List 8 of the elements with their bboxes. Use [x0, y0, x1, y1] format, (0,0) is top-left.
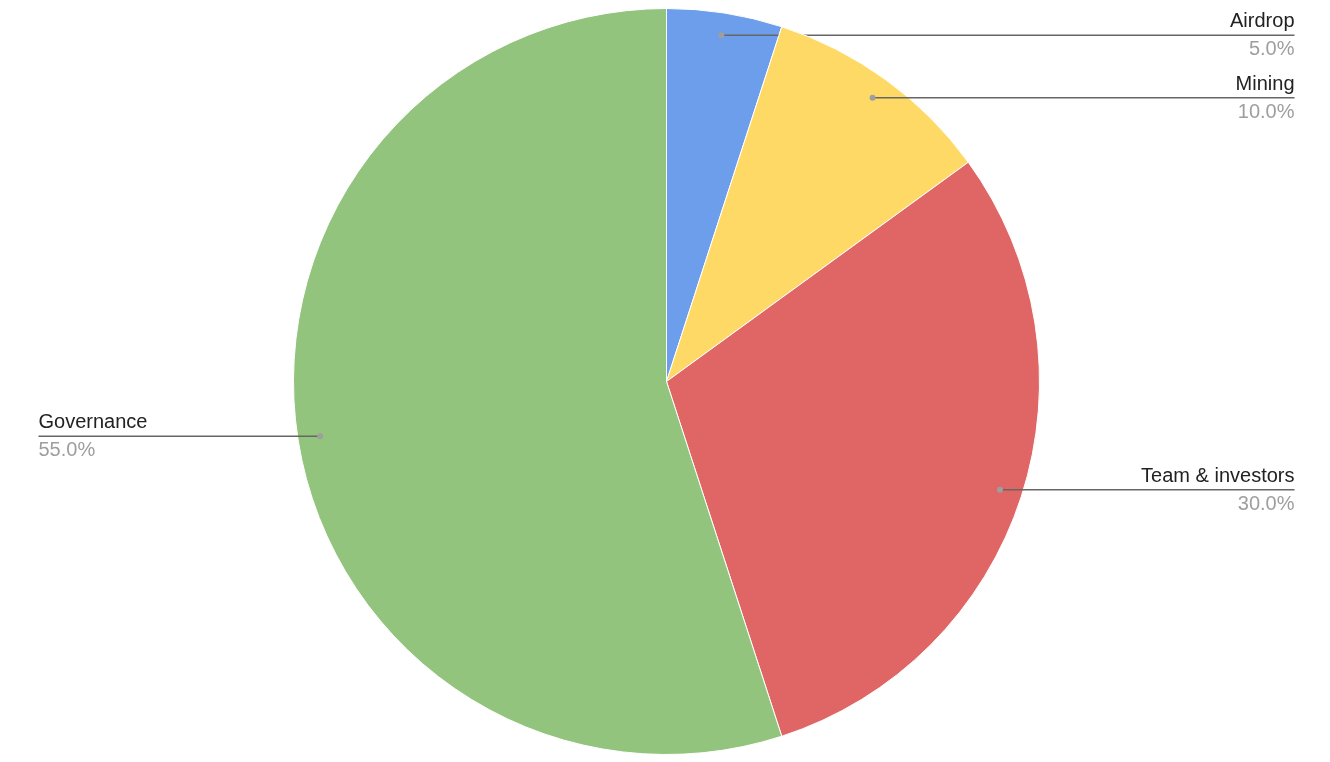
slice-label: Team & investors — [1141, 463, 1295, 486]
data-label: 55.0% — [38, 438, 96, 461]
data-label: 30.0% — [1237, 491, 1295, 514]
data-label: 5.0% — [1248, 37, 1295, 60]
data-label: 10.0% — [1237, 99, 1295, 122]
slice-label: Airdrop — [1230, 9, 1295, 32]
slice-label: Governance — [38, 410, 148, 433]
slice-label: Mining — [1235, 71, 1295, 94]
